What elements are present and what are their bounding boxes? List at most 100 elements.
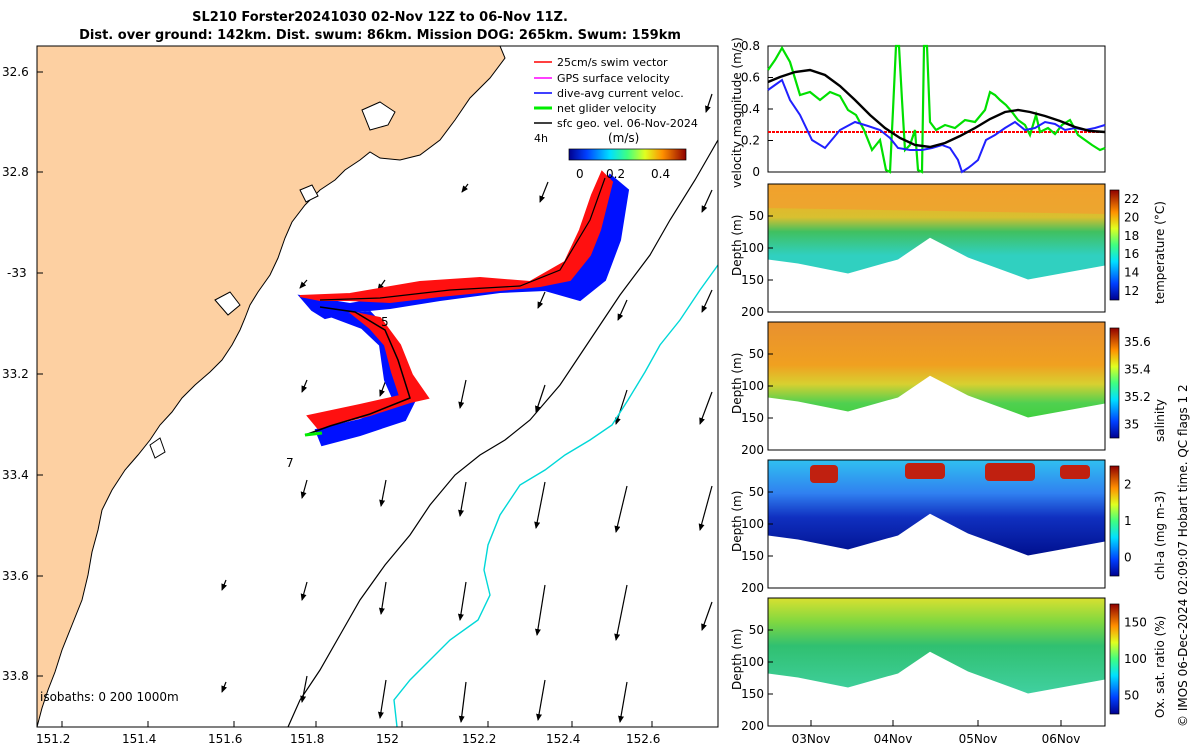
time-step-label: 4h [534,132,548,145]
profile-temperature: 50 100 150 200 Depth (m) 12 14 16 18 20 22 temperat… [730,183,1167,319]
velocity-panel: 0 0.2 0.4 0.6 0.8 velocity magnitude (m/s) [730,37,1106,188]
isobaths-label: isobaths: 0 200 1000m [40,690,179,704]
figure-title: SL210 Forster20241030 02-Nov 12Z to 06-N… [192,10,568,25]
colorbar-salinity [1109,327,1120,439]
cbar-label-chla: chl-a (mg m-3) [1153,491,1167,580]
depth-tick: 50 [749,485,764,499]
colorbar-tick-2: 0.4 [651,167,670,181]
cbar-tick: 0 [1124,551,1132,565]
legend-swim-vector: 25cm/s swim vector [557,56,668,69]
legend-sfc-geo-vel: sfc geo. vel. 06-Nov-2024 [557,117,698,130]
profile-chla: 50 100 150 200 Depth (m) 0 1 2 chl-a (mg m-3) [730,459,1167,595]
velocity-ylabel: velocity magnitude (m/s) [730,37,744,188]
colorbar-tick-0: 0 [576,167,584,181]
lat-tick: 33.2 [2,367,29,381]
lat-tick: 33.4 [2,468,29,482]
depth-tick: 200 [741,719,764,733]
velocity-tick: 0.2 [741,134,760,148]
cbar-tick: 35.6 [1124,335,1151,349]
cbar-tick: 100 [1124,652,1147,666]
lon-tick: 151.8 [290,732,324,746]
velocity-tick: 0.4 [741,102,760,116]
depth-tick: 150 [741,411,764,425]
imos-credit: © IMOS 06-Dec-2024 02:09:07 Hobart time.… [1176,384,1190,727]
depth-tick: 100 [741,379,764,393]
glider-track [297,170,630,447]
legend-net-glider-velocity: net glider velocity [557,102,657,115]
depth-label: Depth (m) [730,215,744,276]
time-tick: 05Nov [959,732,998,746]
lon-tick: 152.6 [626,732,660,746]
lon-tick: 152.4 [546,732,580,746]
cbar-tick: 150 [1124,615,1147,629]
cbar-label-salinity: salinity [1153,399,1167,442]
cbar-tick: 18 [1124,229,1139,243]
sfc-geo-vel-series [767,68,1106,149]
cbar-label-oxygen: Ox. sat. ratio (%) [1153,616,1167,718]
depth-tick: 150 [741,687,764,701]
coastline-land [36,45,506,728]
figure-subtitle: Dist. over ground: 142km. Dist. swum: 86… [79,28,681,43]
cbar-tick: 50 [1124,689,1139,703]
depth-tick: 200 [741,443,764,457]
velocity-tick: 0.6 [741,71,760,85]
lon-tick: 151.4 [122,732,156,746]
map-legend: 25cm/s swim vector GPS surface velocity … [534,56,698,181]
colorbar-chla [1109,465,1120,577]
profile-salinity: 50 100 150 200 Depth (m) 35 35.2 35.4 35.6 salini… [730,321,1167,457]
lon-tick: 151.6 [208,732,242,746]
lat-tick: 33.6 [2,569,29,583]
colorbar-tick-1: 0.2 [606,167,625,181]
lat-tick: 33.8 [2,669,29,683]
depth-tick: 150 [741,273,764,287]
lon-tick: 152.2 [462,732,496,746]
time-tick: 04Nov [874,732,913,746]
depth-tick: 150 [741,549,764,563]
velocity-tick: 0.8 [741,39,760,53]
velocity-y-axis: 0 0.2 0.4 0.6 0.8 [741,39,773,179]
colorbar-unit: (m/s) [608,131,639,145]
isobath-200m [393,264,719,728]
cbar-tick: 35.4 [1124,362,1151,376]
cbar-tick: 2 [1124,477,1132,491]
depth-tick: 50 [749,209,764,223]
lat-axis: 32.6 32.8 -33 33.2 33.4 33.6 33.8 [2,65,43,683]
velocity-tick: 0 [752,165,760,179]
depth-tick: 200 [741,305,764,319]
depth-tick: 200 [741,581,764,595]
track-label-7: 7 [286,456,294,470]
cbar-tick: 1 [1124,514,1132,528]
time-tick: 06Nov [1042,732,1081,746]
depth-label: Depth (m) [730,491,744,552]
colorbar-oxygen [1109,603,1120,715]
cbar-tick: 22 [1124,192,1139,206]
profile-oxygen: 50 100 150 200 Depth (m) 50 100 150 Ox. sat. rat… [730,597,1167,733]
cbar-tick: 12 [1124,284,1139,298]
lon-axis: 151.2 151.4 151.6 151.8 152 152.2 152.4 152.6 [36,721,660,746]
speed-colorbar [568,148,687,161]
depth-tick: 100 [741,517,764,531]
lat-tick: 32.8 [2,165,29,179]
dive-avg-current-series [767,78,1106,174]
cbar-label-temperature: temperature (°C) [1153,201,1167,304]
isobath-1000m [287,139,719,728]
depth-label: Depth (m) [730,353,744,414]
depth-tick: 50 [749,347,764,361]
cbar-tick: 35 [1124,417,1139,431]
cbar-tick: 20 [1124,211,1139,225]
lon-tick: 152 [376,732,399,746]
net-glider-velocity-series [767,44,1106,174]
depth-tick: 50 [749,623,764,637]
map-panel: 5 7 25cm/s swim vector GPS surface veloc… [2,45,719,746]
time-axis: 03Nov 04Nov 05Nov 06Nov [792,720,1081,746]
depth-tick: 100 [741,655,764,669]
depth-tick: 100 [741,241,764,255]
cbar-tick: 16 [1124,247,1139,261]
lat-tick: -33 [7,266,27,280]
lon-tick: 151.2 [36,732,70,746]
depth-label: Depth (m) [730,629,744,690]
legend-dive-avg-current: dive-avg current veloc. [557,87,684,100]
cbar-tick: 35.2 [1124,390,1151,404]
